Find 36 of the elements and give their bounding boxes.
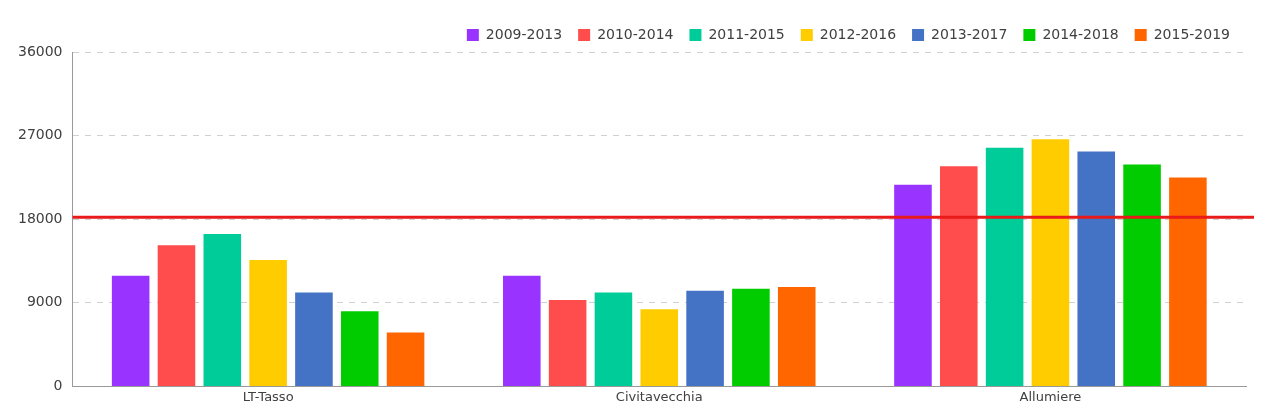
y-tick-label: 9000	[26, 293, 63, 310]
bar	[1169, 177, 1207, 386]
legend-label: 2015-2019	[1153, 25, 1230, 42]
bar	[939, 166, 978, 386]
bar	[686, 290, 724, 386]
bar	[503, 275, 541, 386]
legend-label: 2009-2013	[485, 25, 563, 42]
y-tick-label: 36000	[17, 42, 63, 59]
bar	[732, 288, 770, 386]
bar	[640, 309, 679, 386]
legend-label: 2010-2014	[597, 25, 674, 42]
legend-label: 2013-2017	[931, 25, 1008, 42]
legend-label: 2014-2018	[1042, 25, 1119, 42]
x-tick-label: LT-Tasso	[242, 388, 294, 404]
bar	[340, 311, 379, 386]
bar	[295, 292, 333, 386]
legend-label: 2011-2015	[708, 25, 785, 42]
bar	[1031, 139, 1070, 386]
y-tick-label: 18000	[17, 209, 63, 226]
bar	[548, 300, 587, 386]
bar	[249, 260, 287, 386]
x-tick-label: Allumiere	[1019, 388, 1082, 404]
y-tick-label: 0	[53, 377, 63, 394]
bar	[594, 292, 633, 386]
bar	[985, 147, 1024, 386]
bar	[111, 275, 150, 386]
bar	[386, 332, 425, 386]
x-tick-label: Civitavecchia	[615, 388, 703, 404]
bar	[157, 245, 196, 386]
bar	[894, 184, 932, 386]
y-tick-label: 27000	[17, 126, 63, 143]
bar	[777, 287, 816, 386]
bar	[1077, 151, 1116, 386]
bar	[203, 234, 242, 386]
legend-label: 2012-2016	[819, 25, 897, 42]
bar	[1123, 164, 1161, 386]
